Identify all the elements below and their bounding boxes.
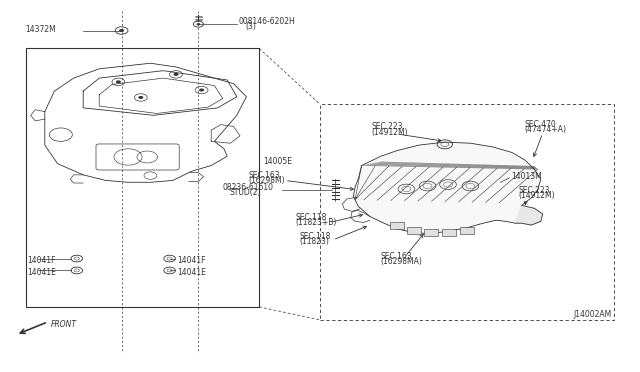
Text: 14041F: 14041F xyxy=(177,256,206,265)
Text: SEC.163: SEC.163 xyxy=(381,251,412,260)
Text: 008146-6202H: 008146-6202H xyxy=(239,17,296,26)
Text: STUD(2): STUD(2) xyxy=(229,188,260,197)
Text: (47474+A): (47474+A) xyxy=(525,125,567,134)
Text: (11823+B): (11823+B) xyxy=(296,218,337,227)
Text: FRONT: FRONT xyxy=(51,320,77,329)
Text: SEC.118: SEC.118 xyxy=(296,213,327,222)
Text: 14041F: 14041F xyxy=(27,256,56,265)
Text: (16298M): (16298M) xyxy=(248,176,285,185)
Text: SEC.223: SEC.223 xyxy=(371,122,403,131)
Circle shape xyxy=(116,80,121,83)
Text: SEC.223: SEC.223 xyxy=(518,186,550,195)
Text: SEC.118: SEC.118 xyxy=(300,232,331,241)
Text: SEC.470: SEC.470 xyxy=(525,120,557,129)
Bar xyxy=(407,227,421,234)
Text: J14002AM: J14002AM xyxy=(573,310,611,319)
Polygon shape xyxy=(515,205,543,225)
Bar xyxy=(442,229,456,236)
Text: 14013M: 14013M xyxy=(511,171,541,180)
Circle shape xyxy=(196,23,200,25)
Bar xyxy=(460,227,474,234)
Polygon shape xyxy=(353,142,541,234)
Bar xyxy=(424,229,438,236)
Text: (11823): (11823) xyxy=(300,237,330,246)
Circle shape xyxy=(119,29,124,32)
Text: 14372M: 14372M xyxy=(26,25,56,34)
Circle shape xyxy=(173,73,179,76)
Circle shape xyxy=(138,96,143,99)
Text: 14005E: 14005E xyxy=(264,157,292,166)
Text: 14041E: 14041E xyxy=(177,268,206,277)
Text: (14912M): (14912M) xyxy=(518,191,555,200)
Text: (3): (3) xyxy=(245,22,256,31)
Text: 08236-61610: 08236-61610 xyxy=(223,183,274,192)
Circle shape xyxy=(199,89,204,92)
Bar xyxy=(390,222,404,229)
Text: (14912M): (14912M) xyxy=(371,128,408,137)
Text: (16298MA): (16298MA) xyxy=(381,257,422,266)
Text: SEC.163: SEC.163 xyxy=(248,171,280,180)
Text: 14041E: 14041E xyxy=(27,268,56,277)
Bar xyxy=(26,48,259,307)
